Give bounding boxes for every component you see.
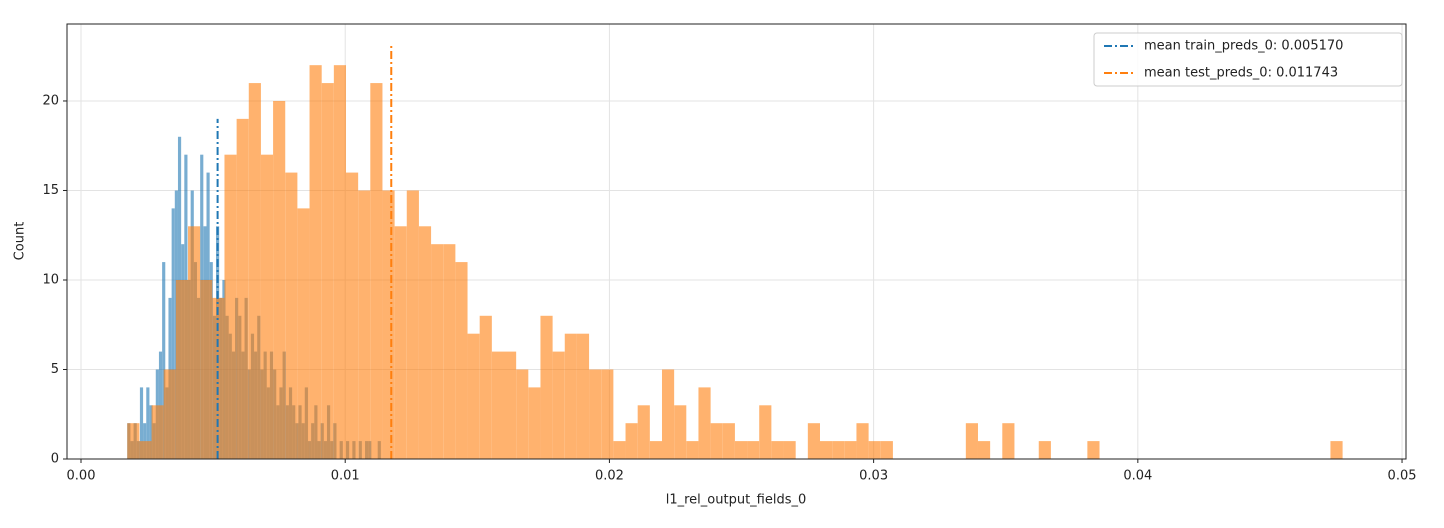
histogram-bar	[722, 423, 735, 459]
histogram-bar	[491, 351, 504, 459]
x-axis-label: l1_rel_output_fields_0	[666, 493, 807, 508]
histogram-bar	[771, 441, 784, 459]
histogram-bar	[321, 83, 334, 460]
histogram-bar	[965, 423, 978, 459]
histogram-bar	[601, 369, 614, 459]
histogram-bar	[710, 423, 723, 459]
y-tick-label: 10	[42, 272, 59, 287]
histogram-bar	[200, 279, 213, 459]
histogram-bar	[151, 405, 164, 459]
histogram-bar	[649, 441, 662, 459]
histogram-bar	[977, 441, 991, 459]
histogram-bar	[503, 351, 517, 459]
histogram-bar	[467, 333, 480, 459]
histogram-bar	[455, 262, 468, 459]
histogram-bar	[394, 226, 407, 459]
histogram-bar	[686, 441, 699, 459]
histogram-bar	[1087, 441, 1100, 459]
histogram-bar	[552, 351, 565, 459]
histogram-bar	[734, 441, 748, 459]
histogram-bar	[1038, 441, 1051, 459]
histogram-bar	[783, 441, 796, 459]
y-axis-label: Count	[13, 222, 28, 261]
histogram-bar	[844, 441, 857, 459]
y-tick-label: 20	[42, 93, 59, 108]
histogram-bar	[661, 369, 675, 459]
x-tick-label: 0.01	[331, 469, 360, 484]
histogram-bar	[1330, 441, 1343, 459]
histogram-bar	[370, 83, 383, 460]
histogram-bar	[431, 244, 444, 459]
legend-label: mean train_preds_0: 0.005170	[1144, 39, 1343, 54]
histogram-bar	[260, 154, 274, 459]
histogram-bar	[139, 387, 144, 459]
histogram-bar	[175, 279, 189, 459]
histogram-series	[127, 65, 1343, 460]
histogram-bar	[625, 423, 638, 459]
histogram-bar	[382, 190, 395, 459]
histogram-bar	[564, 333, 577, 459]
histogram-bar	[171, 208, 175, 459]
histogram-bar	[346, 172, 359, 459]
histogram-bar	[443, 244, 456, 459]
y-tick-label: 15	[42, 183, 59, 198]
histogram-bar	[637, 405, 650, 459]
histogram-bar	[285, 172, 298, 459]
histogram-bar	[139, 441, 152, 459]
legend-label: mean test_preds_0: 0.011743	[1144, 66, 1338, 81]
histogram-bar	[479, 315, 492, 459]
histogram-bar	[576, 333, 590, 459]
histogram-bar	[589, 369, 602, 459]
legend-box	[1093, 32, 1403, 87]
histogram-bar	[747, 441, 760, 459]
histogram-bar	[248, 83, 261, 460]
histogram-bar	[146, 387, 150, 459]
histogram-bar	[149, 405, 153, 459]
x-tick-label: 0.04	[1123, 469, 1152, 484]
histogram-bar	[358, 190, 371, 459]
histogram-bar	[819, 441, 833, 459]
x-tick-label: 0.05	[1388, 469, 1417, 484]
histogram-bar	[880, 441, 893, 459]
histogram-bar	[297, 208, 310, 459]
histogram-bar	[309, 65, 322, 459]
histogram-bar	[1002, 423, 1015, 459]
y-tick-label: 5	[51, 362, 59, 377]
histogram-bar	[759, 405, 772, 459]
histogram-bar	[868, 441, 881, 459]
histogram-bar	[807, 423, 820, 459]
histogram-bar	[224, 154, 237, 459]
histogram-bar	[856, 423, 869, 459]
histogram-bar	[127, 423, 140, 459]
histogram-bar	[236, 118, 249, 460]
histogram-bar	[528, 387, 541, 459]
x-tick-label: 0.02	[595, 469, 624, 484]
x-tick-label: 0.00	[67, 469, 96, 484]
histogram-bar	[333, 65, 347, 459]
plot-frame	[66, 23, 1407, 460]
histogram-bar	[162, 262, 166, 459]
histogram-bar	[163, 369, 176, 459]
histogram-bar	[418, 226, 432, 459]
y-tick-label: 0	[51, 452, 59, 467]
histogram-bar	[406, 190, 419, 459]
histogram-bar	[698, 387, 711, 459]
histogram-bar	[273, 100, 286, 459]
histogram-bar	[188, 226, 201, 459]
x-tick-label: 0.03	[859, 469, 888, 484]
histogram-bar	[613, 441, 626, 459]
histogram-bar	[516, 369, 529, 459]
histogram-bar	[540, 315, 553, 459]
histogram-bar	[832, 441, 845, 459]
histogram-bar	[674, 405, 687, 459]
